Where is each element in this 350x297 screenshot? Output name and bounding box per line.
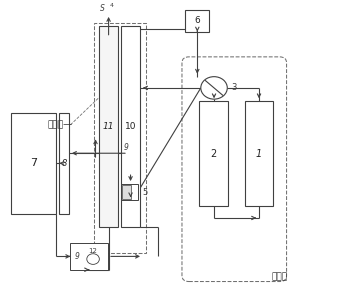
Text: 9: 9	[74, 252, 79, 261]
Bar	[70, 243, 108, 270]
Text: 5: 5	[142, 188, 147, 197]
Text: 4: 4	[109, 3, 113, 8]
Text: 组合体—: 组合体—	[48, 120, 73, 129]
Text: 12: 12	[89, 248, 98, 254]
Bar	[199, 101, 228, 206]
Text: 8: 8	[62, 159, 67, 168]
Text: 2: 2	[211, 149, 217, 159]
Bar	[121, 184, 138, 200]
Text: 10: 10	[125, 122, 136, 131]
Bar	[186, 10, 209, 32]
Circle shape	[87, 254, 99, 264]
Circle shape	[201, 77, 227, 99]
Text: 6: 6	[195, 16, 200, 25]
Text: 组合体: 组合体	[272, 273, 288, 282]
Text: 3: 3	[231, 83, 237, 92]
Bar	[94, 23, 146, 253]
Bar	[11, 113, 56, 214]
Text: 11: 11	[103, 122, 114, 131]
Bar	[121, 26, 140, 227]
Text: S: S	[99, 4, 104, 12]
Text: 9: 9	[124, 143, 129, 152]
Bar	[245, 101, 273, 206]
Bar	[59, 113, 69, 214]
Bar	[99, 26, 118, 227]
Text: 7: 7	[30, 158, 37, 168]
Text: 1: 1	[256, 149, 262, 159]
Bar	[122, 185, 131, 199]
